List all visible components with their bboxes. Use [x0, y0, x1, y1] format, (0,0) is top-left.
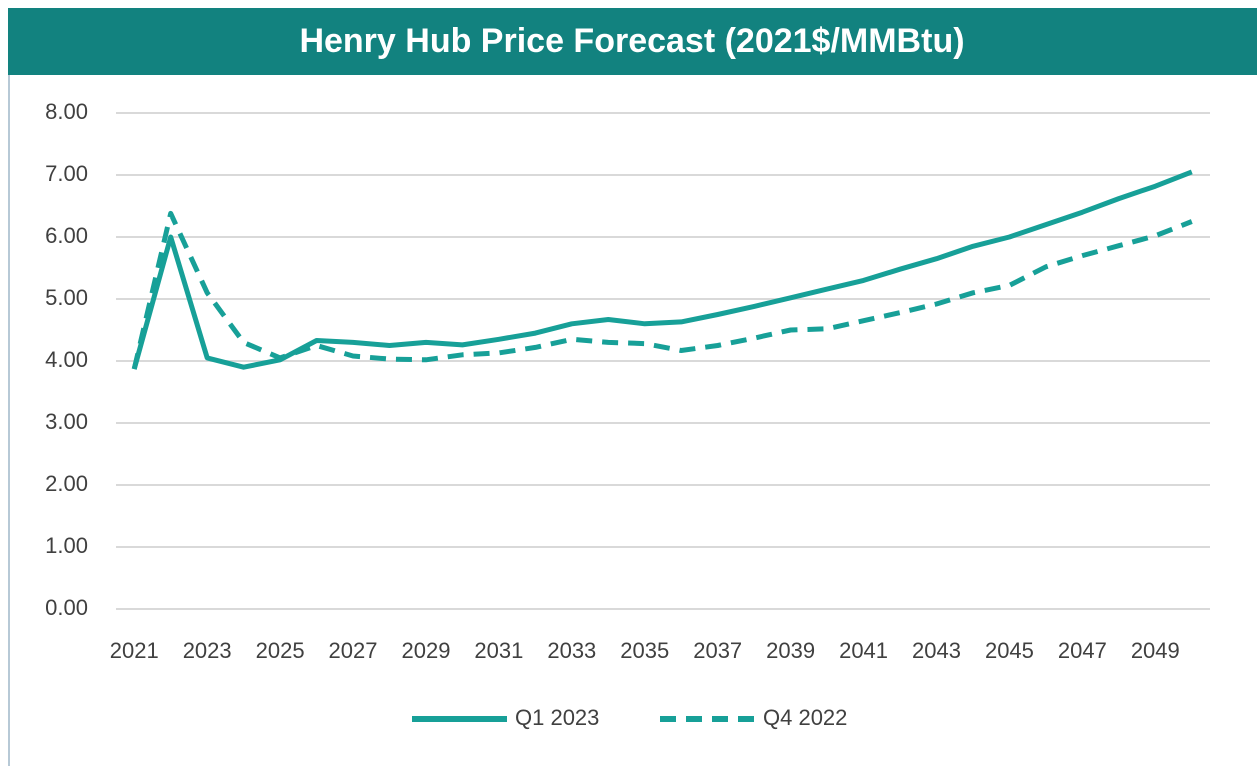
x-tick-label: 2025	[256, 638, 305, 663]
x-tick-label: 2031	[474, 638, 523, 663]
legend-label: Q1 2023	[515, 705, 599, 730]
x-tick-label: 2027	[329, 638, 378, 663]
y-tick-label: 2.00	[45, 471, 88, 496]
x-tick-label: 2029	[401, 638, 450, 663]
y-tick-label: 4.00	[45, 347, 88, 372]
x-tick-label: 2035	[620, 638, 669, 663]
y-tick-label: 8.00	[45, 99, 88, 124]
x-tick-label: 2047	[1058, 638, 1107, 663]
series-line	[131, 169, 1193, 370]
x-tick-label: 2043	[912, 638, 961, 663]
x-tick-label: 2037	[693, 638, 742, 663]
chart-title: Henry Hub Price Forecast (2021$/MMBtu)	[299, 22, 964, 60]
series-line	[131, 210, 1193, 370]
title-banner	[8, 8, 1257, 75]
y-tick-label: 6.00	[45, 223, 88, 248]
y-tick-label: 0.00	[45, 595, 88, 620]
y-tick-label: 5.00	[45, 285, 88, 310]
x-tick-label: 2041	[839, 638, 888, 663]
x-tick-label: 2033	[547, 638, 596, 663]
x-tick-label: 2023	[183, 638, 232, 663]
y-tick-label: 1.00	[45, 533, 88, 558]
y-tick-label: 7.00	[45, 161, 88, 186]
x-tick-label: 2045	[985, 638, 1034, 663]
x-tick-label: 2039	[766, 638, 815, 663]
y-tick-label: 3.00	[45, 409, 88, 434]
x-tick-label: 2021	[110, 638, 159, 663]
x-tick-label: 2049	[1131, 638, 1180, 663]
legend-label: Q4 2022	[763, 705, 847, 730]
